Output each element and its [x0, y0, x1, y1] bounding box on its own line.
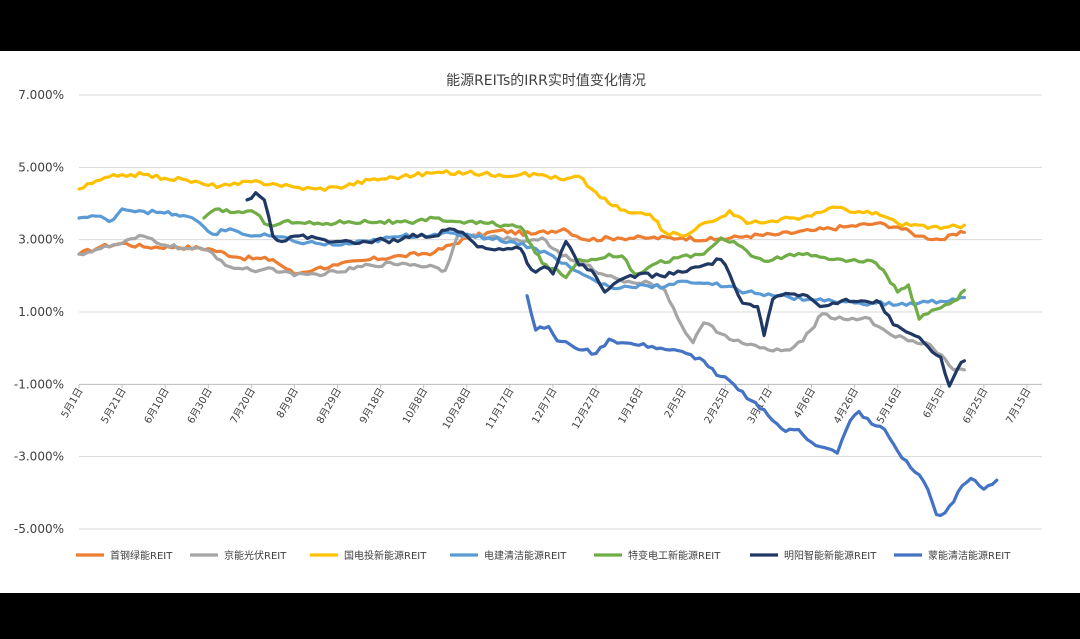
line-chart: 能源REITs的IRR实时值变化情况 7.000% 5.000% 3.000% 1.0… — [14, 73, 1042, 562]
y-tick-label: -5.000% — [14, 522, 64, 536]
x-axis-ticks: 5月1日 5月21日 6月10日 6月30日 7月20日 8月9日 8月29日 9月18日 10… — [59, 384, 1034, 431]
series-line — [202, 207, 966, 321]
legend-label: 明阳智能新能源REIT — [784, 549, 877, 562]
legend-label: 电建清洁能源REIT — [484, 549, 567, 562]
x-tick-label: 5月16日 — [874, 386, 904, 426]
x-tick-label: 2月5日 — [662, 386, 689, 420]
y-tick-label: -3.000% — [14, 450, 64, 464]
x-tick-label: 11月17日 — [483, 386, 516, 431]
legend-label: 国电投新能源REIT — [344, 549, 427, 562]
legend-label: 京能光伏REIT — [224, 549, 287, 562]
legend: 首钢绿能REIT 京能光伏REIT 国电投新能源REIT 电建清洁能源REIT 特变电工… — [76, 549, 1011, 562]
x-tick-label: 5月21日 — [99, 386, 129, 426]
x-tick-label: 12月27日 — [570, 386, 603, 431]
series-line — [77, 232, 966, 372]
series-lines — [77, 169, 999, 517]
y-tick-label: 1.000% — [18, 305, 64, 319]
legend-label: 首钢绿能REIT — [110, 549, 173, 562]
series-line — [77, 207, 966, 307]
grid — [79, 94, 1042, 530]
y-tick-label: 7.000% — [18, 88, 64, 102]
x-tick-label: 8月29日 — [314, 386, 344, 426]
x-tick-label: 6月5日 — [921, 386, 948, 420]
x-tick-label: 7月20日 — [228, 386, 258, 426]
x-tick-label: 12月7日 — [530, 386, 560, 426]
x-tick-label: 8月9日 — [274, 386, 301, 420]
series-line — [245, 191, 966, 388]
x-tick-label: 10月28日 — [440, 386, 473, 431]
chart-panel: 能源REITs的IRR实时值变化情况 7.000% 5.000% 3.000% 1.0… — [0, 51, 1080, 593]
x-tick-label: 6月25日 — [960, 386, 990, 426]
x-tick-label: 1月16日 — [616, 386, 646, 426]
y-tick-label: 3.000% — [18, 233, 64, 247]
x-tick-label: 4月6日 — [791, 386, 818, 420]
legend-label: 特变电工新能源REIT — [628, 549, 721, 562]
y-tick-label: 5.000% — [18, 160, 64, 174]
legend-label: 蒙能清洁能源REIT — [928, 549, 1011, 562]
x-tick-label: 10月8日 — [400, 386, 430, 426]
x-tick-label: 6月30日 — [185, 386, 215, 426]
chart-title: 能源REITs的IRR实时值变化情况 — [446, 73, 646, 89]
y-axis-ticks: 7.000% 5.000% 3.000% 1.000% -1.000% -3.000% -5… — [14, 88, 64, 536]
series-line — [77, 169, 966, 238]
x-tick-label: 4月26日 — [831, 386, 861, 426]
x-tick-label: 6月10日 — [142, 386, 172, 426]
x-tick-label: 9月18日 — [357, 386, 387, 426]
x-tick-label: 7月15日 — [1004, 386, 1034, 426]
series-line — [77, 221, 966, 276]
series-line — [525, 294, 999, 517]
y-tick-label: -1.000% — [14, 377, 64, 391]
x-tick-label: 2月25日 — [702, 386, 732, 426]
